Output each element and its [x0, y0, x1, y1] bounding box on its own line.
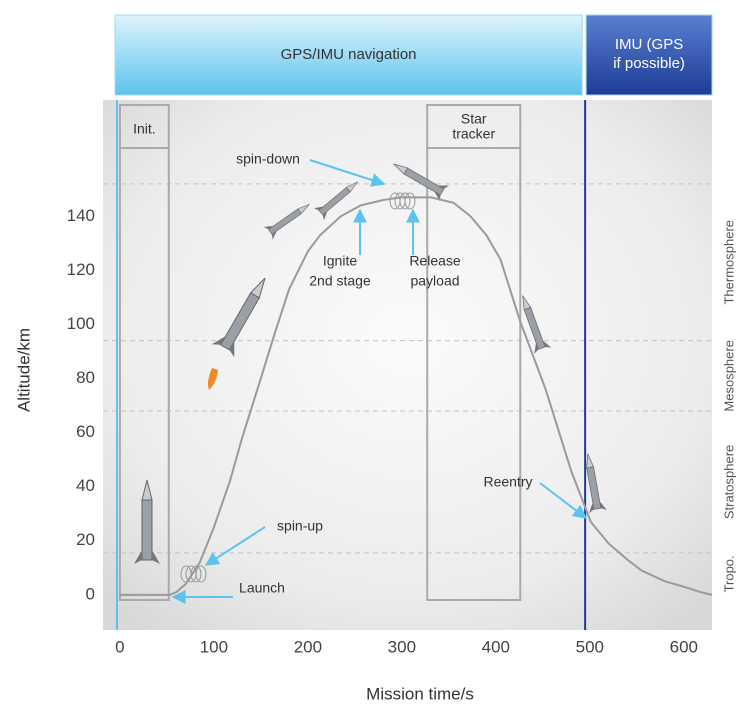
- y-tick-label: 40: [76, 476, 95, 495]
- annotation: payload: [410, 273, 459, 289]
- annotation: Ignite: [323, 253, 357, 269]
- layer-label: Tropo.: [721, 555, 736, 592]
- layer-label: Stratosphere: [721, 445, 736, 519]
- y-tick-label: 20: [76, 530, 95, 549]
- x-tick-label: 500: [576, 637, 604, 656]
- x-tick-label: 400: [482, 637, 510, 656]
- page: Altitude/km Mission time/s GPS/IMU navig…: [0, 0, 740, 709]
- x-tick-label: 300: [388, 637, 416, 656]
- annotation: spin-down: [236, 151, 300, 167]
- annotation: Reentry: [483, 474, 532, 490]
- x-axis-label: Mission time/s: [366, 684, 474, 703]
- y-axis-label: Altitude/km: [14, 328, 33, 412]
- annotation: spin-up: [277, 518, 323, 534]
- chart: Altitude/km Mission time/s GPS/IMU navig…: [0, 0, 740, 709]
- phase-label: Star: [461, 111, 487, 127]
- y-tick-label: 100: [67, 314, 95, 333]
- annotation: Launch: [239, 580, 285, 596]
- x-tick-label: 200: [294, 637, 322, 656]
- y-tick-label: 0: [86, 584, 95, 603]
- x-tick-label: 100: [200, 637, 228, 656]
- rocket-body: [142, 500, 152, 560]
- plot-background: [103, 100, 712, 630]
- annotation: 2nd stage: [309, 273, 371, 289]
- nav-label: GPS/IMU navigation: [281, 46, 417, 63]
- y-tick-label: 140: [67, 206, 95, 225]
- layer-label: Thermosphere: [721, 220, 736, 305]
- x-tick-label: 0: [115, 637, 124, 656]
- x-tick-label: 600: [670, 637, 698, 656]
- layer-label: Mesosphere: [721, 340, 736, 412]
- y-tick-label: 80: [76, 368, 95, 387]
- y-tick-label: 120: [67, 260, 95, 279]
- y-tick-label: 60: [76, 422, 95, 441]
- phase-label: tracker: [452, 126, 495, 142]
- annotation: Release: [409, 253, 461, 269]
- phase-label: Init.: [133, 121, 156, 137]
